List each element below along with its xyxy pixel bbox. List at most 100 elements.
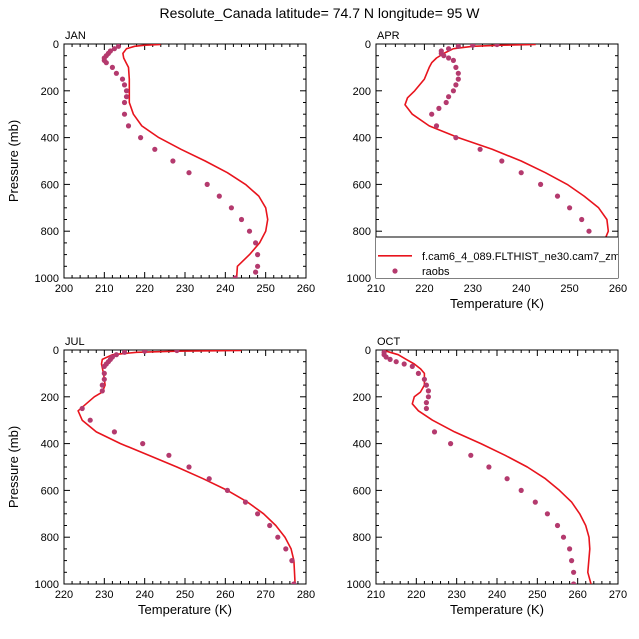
raobs-point	[113, 352, 119, 358]
x-tick-label: 230	[95, 589, 113, 601]
panel-jul: 220 230 240 250 260 270 280 0 200 400 600 800 1000 JU…	[6, 336, 315, 617]
raobs-point	[115, 44, 122, 49]
raobs-point	[455, 44, 461, 49]
y-tick-label: 400	[41, 439, 59, 451]
raobs-point	[123, 94, 130, 100]
raobs-point	[121, 350, 128, 355]
raobs-point	[253, 269, 259, 275]
y-tick-label: 0	[365, 39, 371, 51]
y-tick-label: 400	[353, 133, 371, 145]
raobs-point	[101, 376, 107, 382]
x-tick-label: 250	[176, 589, 194, 601]
raobs-point	[125, 123, 132, 129]
raobs-point	[486, 464, 492, 470]
raobs-point	[228, 205, 234, 211]
raobs-point	[99, 388, 105, 394]
panel-label: OCT	[377, 336, 401, 348]
data-layer	[101, 44, 269, 278]
data-layer	[381, 350, 592, 584]
x-tick-label: 230	[176, 283, 194, 295]
raobs-point	[79, 405, 85, 412]
raobs-point	[138, 135, 144, 141]
raobs-point	[387, 356, 393, 362]
raobs-point	[103, 60, 109, 66]
raobs-point	[425, 388, 431, 394]
raobs-point	[109, 64, 115, 70]
raobs-point	[393, 359, 399, 365]
figure-title: Resolute_Canada latitude= 74.7 N longitu…	[160, 5, 481, 21]
x-tick-label: 240	[135, 589, 153, 601]
raobs-point	[446, 46, 452, 52]
x-tick-label: 220	[407, 589, 425, 601]
x-tick-label: 250	[528, 589, 546, 601]
model-profile-line	[77, 350, 296, 584]
raobs-point	[255, 252, 261, 258]
y-tick-label: 200	[353, 392, 371, 404]
raobs-point	[453, 82, 459, 88]
raobs-point	[121, 99, 128, 106]
raobs-point	[216, 193, 222, 199]
raobs-point	[470, 44, 476, 48]
raobs-point	[291, 581, 297, 584]
legend-raobs-label: raobs	[422, 266, 450, 278]
legend: f.cam6_4_089.FLTHIST_ne30.cam7_zm_raobs	[376, 236, 618, 278]
y-tick-label: 1000	[35, 579, 59, 591]
raobs-point	[415, 370, 421, 376]
raobs-point	[586, 228, 592, 234]
raobs-point	[571, 569, 577, 575]
y-tick-label: 200	[41, 392, 59, 404]
data-layer	[404, 44, 610, 278]
raobs-point	[544, 511, 551, 517]
x-tick-label: 270	[256, 589, 274, 601]
y-tick-label: 200	[41, 86, 59, 98]
raobs-point	[569, 558, 575, 564]
y-tick-label: 600	[353, 485, 371, 497]
raobs-point	[453, 135, 459, 141]
plot-frame	[63, 43, 307, 279]
y-tick-label: 600	[41, 485, 59, 497]
raobs-point	[267, 522, 273, 529]
raobs-point	[423, 382, 429, 388]
raobs-point	[401, 361, 407, 367]
y-axis-label: Pressure (mb)	[6, 426, 21, 508]
x-tick-label: 220	[135, 283, 153, 295]
y-axis-label: Pressure (mb)	[6, 120, 21, 202]
raobs-point	[99, 382, 105, 388]
y-tick-label: 0	[365, 345, 371, 357]
raobs-point	[554, 193, 561, 199]
raobs-point	[446, 94, 452, 100]
y-tick-label: 600	[353, 179, 371, 191]
raobs-point	[518, 170, 524, 176]
raobs-point	[142, 350, 148, 354]
x-tick-label: 210	[367, 283, 385, 295]
raobs-point	[204, 181, 210, 187]
raobs-point	[123, 88, 130, 94]
raobs-point	[166, 452, 172, 458]
y-tick-label: 0	[53, 345, 59, 357]
raobs-point	[446, 55, 452, 61]
x-tick-label: 210	[367, 589, 385, 601]
raobs-point	[409, 363, 415, 369]
raobs-point	[152, 146, 158, 152]
y-tick-label: 800	[41, 226, 59, 238]
y-tick-label: 800	[353, 532, 371, 544]
raobs-point	[518, 487, 524, 493]
panel-label: APR	[377, 30, 400, 42]
x-tick-label: 210	[95, 283, 113, 295]
x-tick-label: 240	[488, 589, 506, 601]
raobs-point	[121, 82, 128, 88]
x-tick-label: 200	[55, 283, 73, 295]
raobs-point	[253, 240, 259, 246]
raobs-point	[140, 441, 146, 447]
x-axis-label: Temperature (K)	[138, 602, 232, 617]
raobs-point	[255, 511, 261, 517]
raobs-point	[255, 263, 261, 269]
raobs-point	[453, 64, 459, 70]
raobs-point	[246, 228, 253, 234]
raobs-point	[289, 558, 295, 564]
y-tick-label: 600	[41, 179, 59, 191]
x-axis-label: Temperature (K)	[450, 296, 544, 311]
raobs-point	[450, 88, 456, 94]
x-tick-label: 270	[609, 589, 627, 601]
